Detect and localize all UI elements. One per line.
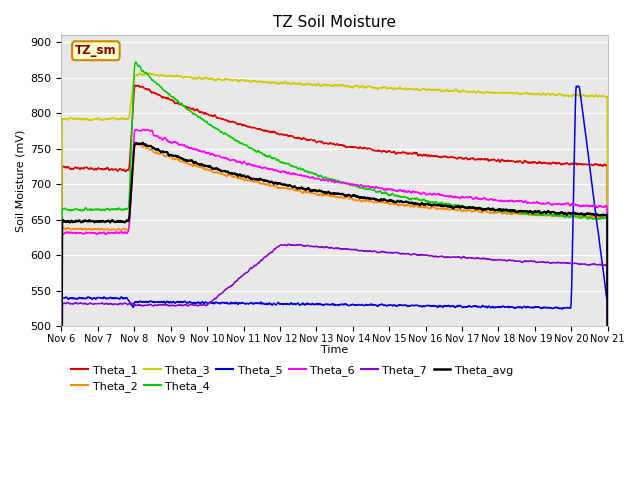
Text: TZ_sm: TZ_sm (75, 44, 116, 57)
Title: TZ Soil Moisture: TZ Soil Moisture (273, 15, 396, 30)
Y-axis label: Soil Moisture (mV): Soil Moisture (mV) (15, 130, 25, 232)
X-axis label: Time: Time (321, 346, 348, 356)
Legend: Theta_1, Theta_2, Theta_3, Theta_4, Theta_5, Theta_6, Theta_7, Theta_avg: Theta_1, Theta_2, Theta_3, Theta_4, Thet… (67, 360, 518, 396)
